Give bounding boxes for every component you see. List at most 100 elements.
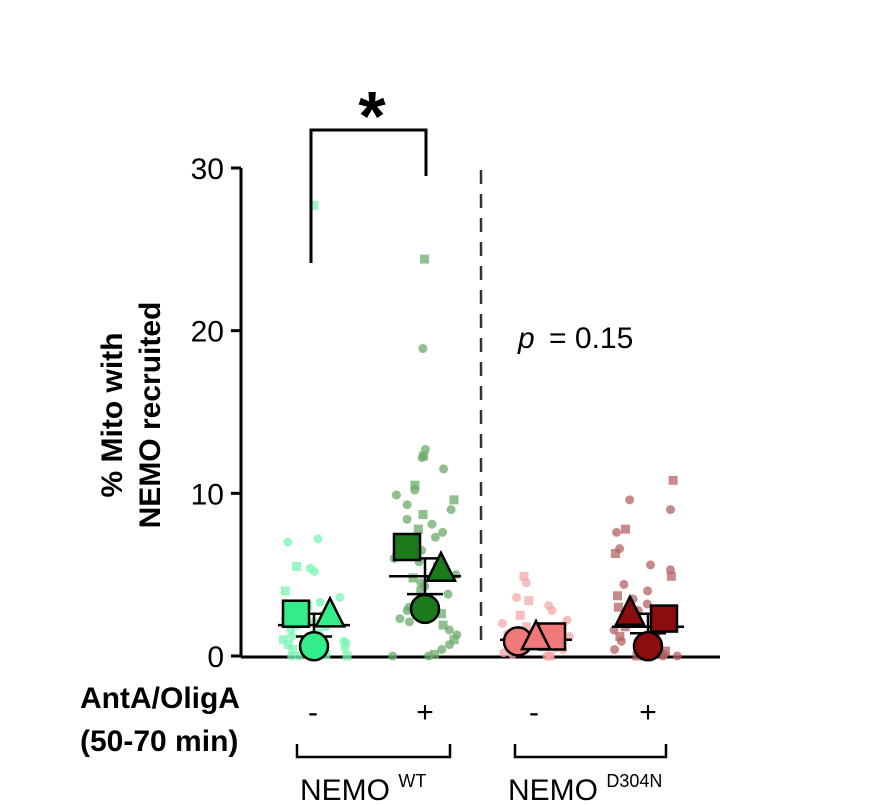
replicate-square	[392, 532, 422, 562]
data-point	[515, 610, 525, 620]
data-point	[430, 649, 440, 659]
data-point	[418, 509, 428, 519]
data-point	[666, 571, 676, 581]
data-point	[402, 605, 412, 615]
y-axis-label-line1: % Mito with	[96, 333, 129, 498]
data-point	[512, 592, 522, 602]
data-point	[420, 254, 430, 264]
y-tick-label: 20	[191, 316, 224, 349]
group-bracket-d304n	[513, 744, 668, 759]
data-point	[445, 640, 455, 650]
data-point	[521, 622, 531, 632]
data-point	[283, 537, 293, 547]
group-name-wt: NEMO	[300, 774, 390, 806]
condition-label-d304n-plus: +	[639, 696, 657, 729]
data-point	[283, 640, 293, 650]
condition-label-wt-plus: +	[416, 696, 434, 729]
data-point	[427, 519, 437, 529]
replicate-circle	[298, 630, 330, 662]
y-tick-label: 0	[207, 641, 224, 674]
data-point	[287, 631, 297, 641]
replicate-square	[281, 599, 311, 628]
data-point	[610, 549, 620, 559]
data-point	[335, 592, 345, 602]
group-label-wt: NEMO WT	[300, 771, 426, 806]
data-point	[288, 644, 298, 654]
data-point	[342, 651, 352, 661]
data-point	[278, 635, 288, 645]
p-value-symbol: p	[517, 322, 535, 355]
data-point	[410, 485, 420, 495]
data-point	[309, 200, 319, 210]
data-point	[402, 500, 412, 510]
group-name-d304n: NEMO	[508, 774, 598, 806]
data-point	[444, 625, 454, 635]
p-value-text: = 0.15	[549, 322, 633, 355]
replicate-square	[649, 604, 679, 633]
data-point	[287, 651, 297, 661]
data-point	[437, 644, 447, 654]
data-point	[404, 617, 414, 627]
data-point	[620, 524, 630, 534]
group-superscript-wt: WT	[398, 771, 426, 791]
condition-label-wt-minus: -	[308, 696, 318, 729]
condition-label-d304n-minus: -	[529, 696, 539, 729]
data-point	[402, 514, 412, 524]
data-point	[388, 651, 398, 661]
significance-bracket	[309, 128, 428, 263]
data-point	[292, 562, 302, 572]
data-point	[619, 579, 629, 589]
data-point	[430, 532, 440, 542]
data-point	[309, 566, 319, 576]
data-point	[439, 464, 449, 474]
data-point	[391, 490, 401, 500]
data-point	[408, 573, 418, 583]
replicate-triangle	[313, 595, 347, 628]
group-label-d304n: NEMO D304N	[508, 771, 662, 806]
data-point	[424, 651, 434, 661]
y-tick-label: 30	[191, 153, 224, 186]
group-superscript-d304n: D304N	[606, 771, 662, 791]
data-point	[643, 586, 653, 596]
data-point	[610, 644, 620, 654]
data-point	[497, 618, 507, 628]
data-point	[616, 636, 626, 646]
data-point	[547, 605, 557, 615]
replicate-triangle	[519, 618, 553, 651]
data-point	[542, 651, 552, 661]
data-point	[665, 505, 675, 515]
replicate-circle	[409, 593, 441, 625]
data-point	[315, 597, 325, 607]
replicate-triangle	[613, 593, 647, 626]
data-point	[340, 643, 350, 653]
row-label-line1: AntA/OligA	[80, 682, 240, 715]
replicate-circle	[632, 630, 664, 662]
data-point	[416, 586, 426, 596]
replicate-triangle	[424, 549, 458, 583]
data-point	[418, 344, 428, 354]
data-point	[395, 614, 405, 624]
data-point	[646, 560, 656, 570]
data-point	[313, 534, 323, 544]
data-point	[410, 480, 420, 490]
data-point	[449, 635, 459, 645]
group-bracket-wt	[295, 744, 452, 759]
data-point	[417, 453, 427, 463]
data-point	[519, 571, 529, 581]
data-point	[612, 527, 622, 537]
data-point	[625, 495, 635, 505]
data-point	[438, 620, 448, 630]
data-point	[413, 524, 423, 534]
data-point	[668, 475, 678, 485]
data-point	[613, 602, 623, 612]
y-axis-label-line2: NEMO recruited	[134, 302, 167, 529]
significance-star: *	[358, 77, 386, 155]
data-point	[438, 527, 448, 537]
y-ticks: 0 10 20 30	[191, 153, 241, 674]
data-point	[615, 631, 625, 641]
data-point	[642, 599, 652, 609]
y-tick-label: 10	[191, 478, 224, 511]
data-point	[613, 591, 623, 601]
data-point	[280, 586, 290, 596]
